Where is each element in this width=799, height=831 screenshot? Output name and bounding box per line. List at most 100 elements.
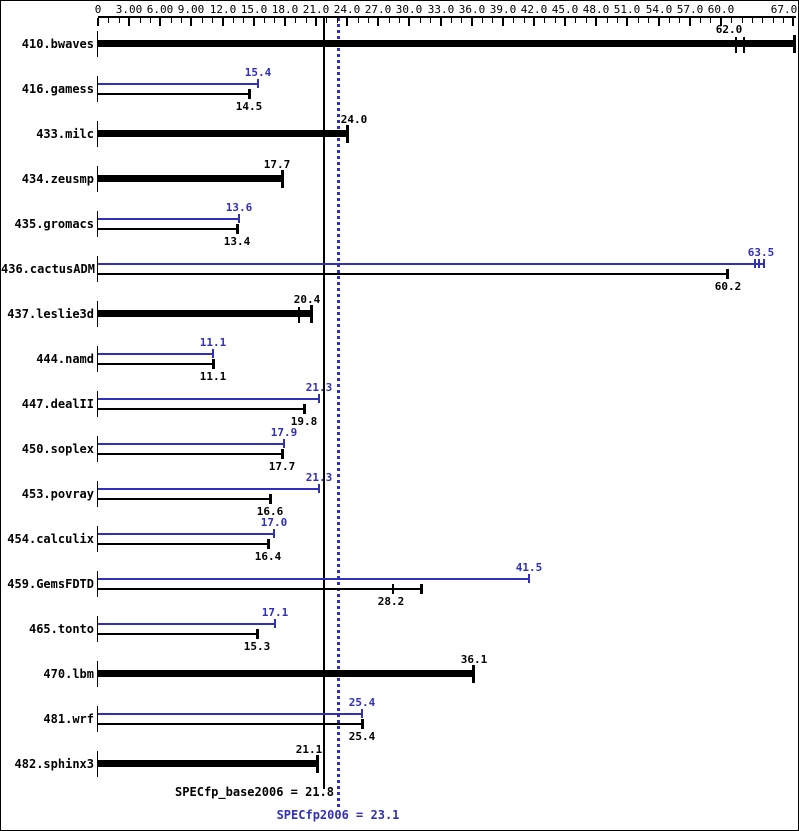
x-axis-minor-tick <box>233 18 234 23</box>
run-mark <box>735 37 737 53</box>
peak-value-label: 17.9 <box>270 426 298 439</box>
x-axis-minor-tick <box>243 18 244 23</box>
bar-end-cap <box>346 125 349 143</box>
row-spine <box>97 121 98 147</box>
x-axis-minor-tick <box>358 18 359 23</box>
x-axis-tick-label: 30.0 <box>395 3 423 16</box>
x-axis-minor-tick <box>295 18 296 23</box>
x-axis-minor-tick <box>669 18 670 23</box>
benchmark-label: 482.sphinx3 <box>14 757 94 771</box>
x-axis-major-tick <box>159 18 161 26</box>
x-axis-minor-tick <box>731 18 732 23</box>
x-axis-minor-tick <box>752 18 753 23</box>
base-value-label: 16.4 <box>254 550 282 563</box>
bar-end-cap <box>318 484 320 493</box>
x-axis-minor-tick <box>575 18 576 23</box>
run-mark <box>743 37 745 53</box>
x-axis-tick-label: 27.0 <box>364 3 392 16</box>
x-axis-minor-tick <box>700 18 701 23</box>
x-axis-minor-tick <box>482 18 483 23</box>
run-mark <box>758 259 760 268</box>
bar-end-cap <box>303 404 306 414</box>
row-spine <box>97 211 98 237</box>
bar-end-cap <box>256 629 259 639</box>
x-axis-minor-tick <box>555 18 556 23</box>
base-value-label: 36.1 <box>460 653 488 666</box>
x-axis-minor-tick <box>337 18 338 23</box>
x-axis-minor-tick <box>742 18 743 23</box>
row-spine <box>97 391 98 417</box>
bar-end-cap <box>274 619 276 628</box>
x-axis-minor-tick <box>638 18 639 23</box>
bar-end-cap <box>257 79 259 88</box>
bar-end-cap <box>283 439 285 448</box>
base-bar <box>98 130 347 137</box>
bar-end-cap <box>316 755 319 773</box>
base-value-label: 21.1 <box>295 743 323 756</box>
row-spine <box>97 481 98 507</box>
base-value-label: 16.6 <box>256 505 284 518</box>
x-axis-major-tick <box>97 18 99 26</box>
bar-end-cap <box>273 529 275 538</box>
x-axis-major-tick <box>626 18 628 26</box>
base-value-label: 13.4 <box>223 235 251 248</box>
base-bar <box>98 273 727 275</box>
row-spine <box>97 256 98 282</box>
bar-end-cap <box>763 259 765 268</box>
x-axis-major-tick <box>284 18 286 26</box>
bar-end-cap <box>238 214 240 223</box>
benchmark-label: 450.soplex <box>21 442 94 456</box>
x-axis-major-tick <box>377 18 379 26</box>
peak-bar <box>98 398 319 400</box>
row-spine <box>97 301 98 327</box>
x-axis-minor-tick <box>710 18 711 23</box>
run-mark <box>392 584 394 594</box>
x-axis-minor-tick <box>108 18 109 23</box>
x-axis-major-tick <box>128 18 130 26</box>
benchmark-label: 481.wrf <box>43 712 94 726</box>
x-axis-tick-label: 54.0 <box>645 3 673 16</box>
x-axis-tick-label: 18.0 <box>271 3 299 16</box>
x-axis-minor-tick <box>264 18 265 23</box>
x-axis-minor-tick <box>544 18 545 23</box>
peak-bar <box>98 713 362 715</box>
x-axis-tick-label: 60.0 <box>707 3 735 16</box>
benchmark-label: 410.bwaves <box>21 37 94 51</box>
x-axis-tick-label: 51.0 <box>613 3 641 16</box>
bar-end-cap <box>361 719 364 729</box>
row-spine <box>97 346 98 372</box>
x-axis-major-tick <box>222 18 224 26</box>
run-mark <box>298 307 300 323</box>
x-axis-tick-label: 21.0 <box>302 3 330 16</box>
benchmark-label: 453.povray <box>21 487 94 501</box>
base-bar <box>98 363 213 365</box>
bar-end-cap <box>310 305 313 323</box>
peak-value-label: 63.5 <box>747 246 775 259</box>
x-axis-tick-label: 45.0 <box>551 3 579 16</box>
benchmark-label: 416.gamess <box>21 82 94 96</box>
run-mark <box>754 259 756 268</box>
x-axis-major-tick <box>440 18 442 26</box>
bar-end-cap <box>267 539 270 549</box>
x-axis-major-tick <box>315 18 317 26</box>
x-axis-minor-tick <box>368 18 369 23</box>
x-axis-major-tick <box>720 18 722 26</box>
base-bar <box>98 175 282 182</box>
x-axis-tick-label: 15.0 <box>240 3 268 16</box>
benchmark-label: 433.milc <box>36 127 94 141</box>
x-axis-minor-tick <box>617 18 618 23</box>
x-axis-minor-tick <box>399 18 400 23</box>
row-spine <box>97 616 98 642</box>
peak-value-label: 41.5 <box>515 561 543 574</box>
x-axis-major-tick <box>502 18 504 26</box>
x-axis-major-tick <box>595 18 597 26</box>
x-axis-major-tick <box>564 18 566 26</box>
bar-end-cap <box>236 224 239 234</box>
bar-end-cap <box>212 359 215 369</box>
peak-mean-line <box>337 18 340 807</box>
row-spine <box>97 436 98 462</box>
base-value-label: 25.4 <box>348 730 376 743</box>
x-axis-major-tick <box>658 18 660 26</box>
x-axis-minor-tick <box>326 18 327 23</box>
base-bar <box>98 93 249 95</box>
